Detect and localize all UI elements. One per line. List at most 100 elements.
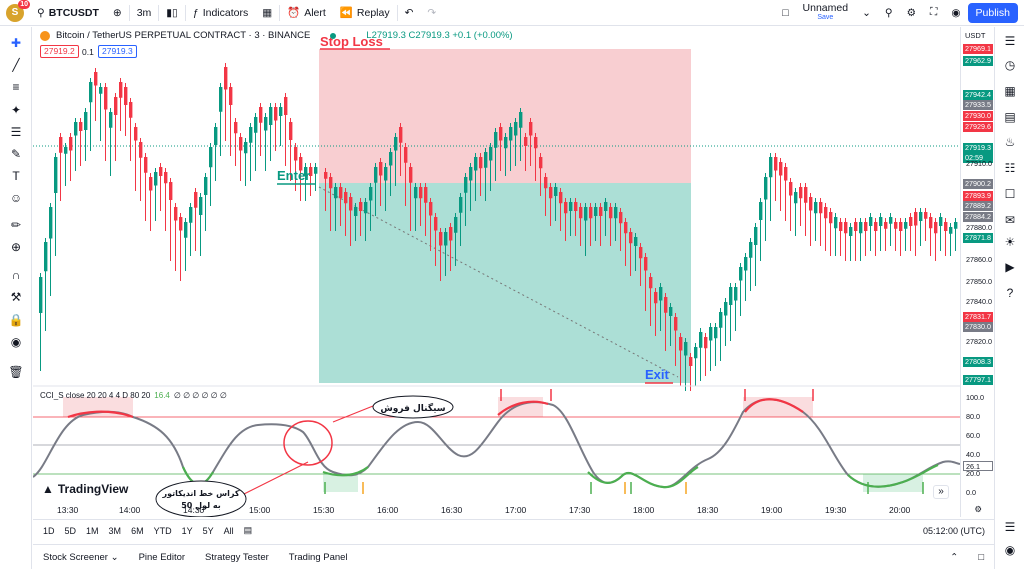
time-tick: 19:30 [825,505,847,515]
candle-body [564,202,568,214]
time-tick: 15:30 [313,505,335,515]
range-button[interactable]: 6M [131,525,144,536]
emoji-icon[interactable]: ☺ [9,191,23,205]
axis-settings-icon[interactable]: ⚙ [974,504,982,514]
candle-body [344,192,348,204]
candle-body [304,167,308,176]
fullscreen-icon: ⛶ [930,6,938,18]
fullscreen-button[interactable]: ⛶ [923,0,944,26]
symbol-search-button[interactable]: ⚲ BTCUSDT [30,0,106,26]
indicators-button[interactable]: ƒ Indicators [186,0,255,26]
undo-button[interactable]: ↶ [398,0,421,26]
redo-button[interactable]: ↷ [420,0,443,26]
quick-search-button[interactable]: ⚲ [878,0,900,26]
data-window-icon[interactable]: ▦ [1004,84,1016,98]
brush-icon[interactable]: ✎ [10,147,22,161]
candle-body [214,127,218,145]
price-label: 27893.9 [963,191,993,201]
buy-price-box[interactable]: 27919.3 [98,45,137,58]
stay-drawing-icon[interactable]: ⚒ [10,290,22,304]
replay-button[interactable]: ⏪ Replay [333,0,397,26]
oversold-zone [323,474,358,492]
scroll-to-realtime-button[interactable]: » [933,485,949,499]
prediction-icon[interactable]: ☰ [10,125,22,139]
crosshair-icon[interactable]: ✚ [10,36,22,50]
candle-body [284,97,288,115]
sell-price-box[interactable]: 27919.2 [40,45,79,58]
templates-button[interactable]: ▦ [255,0,279,26]
trash-icon[interactable]: 🗑 [8,365,24,379]
notes-icon[interactable]: ☐ [1004,187,1016,201]
lock-icon[interactable]: 🔒 [8,313,24,327]
chart-pane[interactable]: سیگنال فروش کراس خط اندیکاتور به لول 50 … [33,27,960,517]
symbol-title: Bitcoin / TetherUS PERPETUAL CONTRACT · … [56,30,311,41]
layers-icon[interactable]: ☰ [1004,520,1016,534]
fib-icon[interactable]: ≡ [12,80,20,94]
zoom-in-icon[interactable]: ⊕ [10,240,22,254]
time-tick: 18:00 [633,505,655,515]
range-button[interactable]: 5D [64,525,77,536]
currency-selector[interactable]: USDT [965,31,986,40]
alerts-clock-icon[interactable]: ◷ [1004,58,1016,72]
candle-body [249,127,253,143]
streams-icon[interactable]: ▶ [1005,260,1015,274]
eye-icon[interactable]: ◉ [10,335,22,349]
candle-body [789,182,793,196]
candle-body [59,137,63,153]
compare-button[interactable]: ⊕ [106,0,129,26]
time-axis[interactable]: 13:30 14:00 14:30 15:00 15:30 16:00 16:30 17:00… [33,503,982,519]
range-button[interactable]: YTD [153,525,172,536]
calendar-icon[interactable]: ☷ [1004,161,1016,175]
range-button[interactable]: All [223,525,234,536]
oscillator-tick: 60.0 [966,431,980,440]
chart-legend[interactable]: Bitcoin / TetherUS PERPETUAL CONTRACT · … [40,30,513,41]
help-icon[interactable]: ? [1006,286,1014,300]
user-avatar[interactable]: S 10 [6,0,30,22]
pattern-icon[interactable]: ✦ [10,103,22,117]
layout-name-button[interactable]: Unnamed Save [796,0,856,26]
clock-timezone[interactable]: 05:12:00 (UTC) [922,525,985,536]
candle-body [439,232,443,246]
magnet-icon[interactable]: ∩ [11,268,21,282]
right-sidebar: ☰ ◷ ▦ ▤ ♨ ☷ ☐ ✉ ☀ ▶ ? ☰ ◉ [994,27,1024,569]
time-tick: 19:00 [761,505,783,515]
tab-trading-panel[interactable]: Trading Panel [288,551,348,563]
tab-pine-editor[interactable]: Pine Editor [138,551,186,563]
alert-button[interactable]: ⏰ Alert [280,0,333,26]
snapshot-button[interactable]: ◉ [944,0,967,26]
ideas-icon[interactable]: ☀ [1004,235,1016,249]
range-button[interactable]: 1M [86,525,99,536]
news-icon[interactable]: ▤ [1004,110,1016,124]
publish-button[interactable]: Publish [967,2,1018,23]
range-button[interactable]: 1Y [181,525,193,536]
range-button[interactable]: 3M [108,525,122,536]
collapse-panel-button[interactable]: ⌃ [940,552,968,563]
interval-button[interactable]: 3m [136,6,152,19]
chart-type-button[interactable]: ▮▯ [159,0,185,26]
trend-line-icon[interactable]: ╱ [12,58,20,72]
hotlist-icon[interactable]: ♨ [1004,135,1016,149]
layout-square-button[interactable]: □ [775,0,795,26]
watchlist-icon[interactable]: ☰ [1004,34,1016,48]
price-chart-svg[interactable]: سیگنال فروش کراس خط اندیکاتور به لول 50 … [33,27,960,517]
maximize-panel-button[interactable]: □ [968,552,994,563]
price-axis[interactable]: USDT 27969.1 27962.9 27942.4 27933.5 27930.0… [960,27,994,517]
candle-body [954,222,958,229]
candle-body [359,202,363,211]
layout-menu-button[interactable]: ⌄ [855,0,878,26]
tab-strategy-tester[interactable]: Strategy Tester [205,551,269,563]
ruler-icon[interactable]: ✏ [10,218,22,232]
text-icon[interactable]: T [12,169,20,183]
tab-stock-screener[interactable]: Stock Screener ⌄ [33,552,129,563]
settings-button[interactable]: ⚙ [900,0,923,26]
notifications-icon[interactable]: ◉ [1004,543,1016,557]
indicator-legend[interactable]: CCI_S close 20 20 4 4 D 80 20 16.4 ∅ ∅ ∅… [40,391,227,400]
target-zone[interactable] [319,183,691,383]
date-range-button[interactable]: ▤ [239,525,258,536]
candle-body [354,207,358,216]
range-button[interactable]: 5Y [202,525,214,536]
time-tick: 14:30 [183,505,205,515]
range-button[interactable]: 1D [43,525,55,536]
chat-icon[interactable]: ✉ [1004,213,1016,227]
candle-body [614,207,618,219]
